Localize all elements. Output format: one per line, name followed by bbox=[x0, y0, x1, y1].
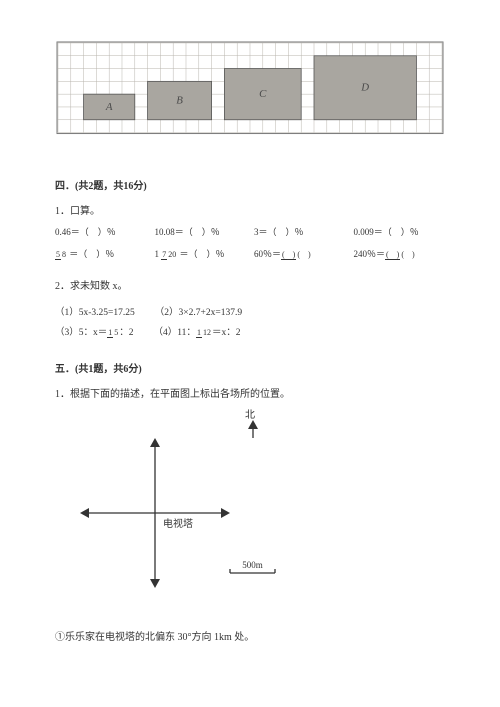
compass-diagram: 北电视塔 500m bbox=[55, 408, 315, 608]
calc-2-1: 58 ＝（ ）％ bbox=[55, 247, 147, 261]
eq-1: （1）5x-3.25=17.25 bbox=[55, 304, 135, 318]
svg-text:A: A bbox=[105, 101, 113, 113]
eq-3: （3）5：x＝15：2 bbox=[55, 324, 134, 338]
calc-2-3: 60％＝( )( ) bbox=[254, 247, 346, 261]
q4-1-title: 1．口算。 bbox=[55, 202, 445, 217]
calc-1-4: 0.009＝（ ）％ bbox=[354, 225, 446, 239]
eq-row-2: （3）5：x＝15：2 （4）11：112＝x：2 bbox=[55, 324, 445, 338]
grid-rectangles-figure: A B C D bbox=[55, 40, 445, 136]
calc-2-2: 1 720 ＝（ ）％ bbox=[155, 247, 247, 261]
q5-1-item1: ①乐乐家在电视塔的北偏东 30°方向 1km 处。 bbox=[55, 628, 445, 643]
q4-2-title: 2．求未知数 x。 bbox=[55, 277, 445, 292]
eq-2: （2）3×2.7+2x=137.9 bbox=[155, 304, 242, 318]
calc-row-1: 0.46＝（ ）％ 10.08＝（ ）％ 3＝（ ）％ 0.009＝（ ）％ bbox=[55, 225, 445, 239]
eq-row-1: （1）5x-3.25=17.25 （2）3×2.7+2x=137.9 bbox=[55, 304, 445, 318]
svg-text:500m: 500m bbox=[242, 560, 263, 570]
section-5-heading: 五．(共1题，共6分) bbox=[55, 360, 445, 375]
svg-text:C: C bbox=[259, 88, 267, 100]
svg-text:电视塔: 电视塔 bbox=[163, 517, 193, 530]
calc-1-3: 3＝（ ）％ bbox=[254, 225, 346, 239]
calc-1-2: 10.08＝（ ）％ bbox=[155, 225, 247, 239]
q5-1-title: 1．根据下面的描述，在平面图上标出各场所的位置。 bbox=[55, 385, 445, 400]
calc-1-1: 0.46＝（ ）％ bbox=[55, 225, 147, 239]
calc-2-4: 240％＝( )( ) bbox=[354, 247, 446, 261]
section-4-heading: 四．(共2题，共16分) bbox=[55, 177, 445, 192]
svg-text:D: D bbox=[360, 82, 369, 94]
svg-text:北: 北 bbox=[245, 409, 255, 421]
eq-4: （4）11：112＝x：2 bbox=[154, 324, 241, 338]
svg-text:B: B bbox=[176, 95, 183, 107]
calc-row-2: 58 ＝（ ）％ 1 720 ＝（ ）％ 60％＝( )( ) 240％＝( )… bbox=[55, 247, 445, 261]
